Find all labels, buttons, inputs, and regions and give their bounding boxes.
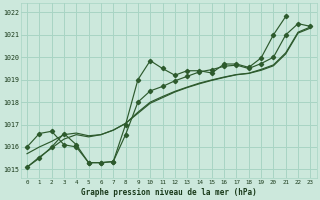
X-axis label: Graphe pression niveau de la mer (hPa): Graphe pression niveau de la mer (hPa) — [81, 188, 257, 197]
